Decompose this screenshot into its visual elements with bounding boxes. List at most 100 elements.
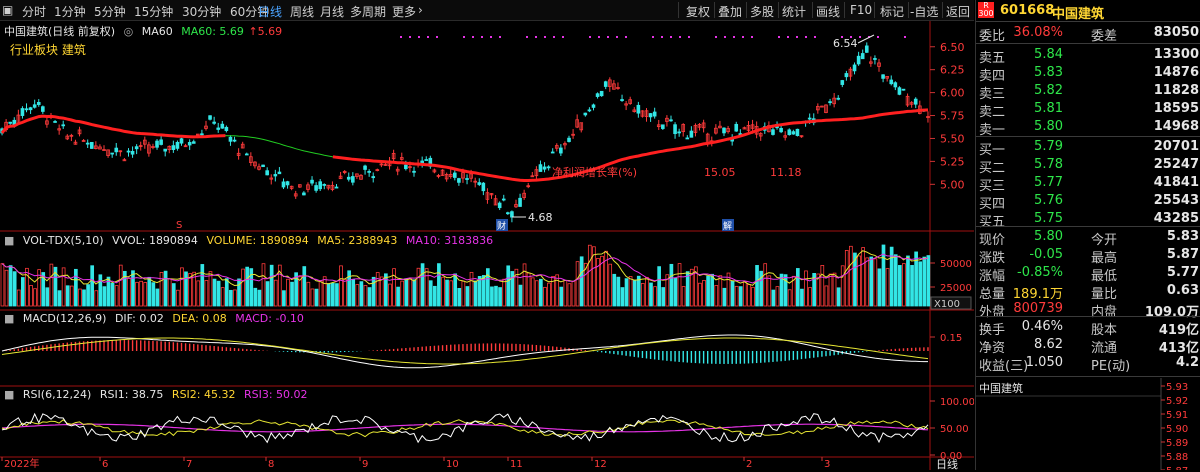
- mini-y-tick: 5.92: [1166, 396, 1188, 407]
- macd-panel-legend: ■ MACD(12,26,9) DIF: 0.02 DEA: 0.08 MACD…: [4, 312, 309, 325]
- high-price-label: 6.54: [833, 37, 858, 50]
- bid-level-row[interactable]: 买二 5.78 25247: [976, 156, 1200, 176]
- price-y-tick: 6.50: [940, 41, 965, 54]
- level-price: 5.78: [1034, 157, 1063, 172]
- level-volume: 41841: [1153, 175, 1199, 190]
- collapse-icon[interactable]: ■: [4, 388, 15, 401]
- stat-value: 8.62: [1034, 337, 1063, 352]
- stat-value: 5.80: [1034, 229, 1063, 244]
- period-tab-15min[interactable]: 15分钟: [134, 5, 174, 19]
- vol-panel-legend: ■ VOL-TDX(5,10) VVOL: 1890894 VOLUME: 18…: [4, 234, 498, 247]
- candles: [0, 42, 930, 223]
- bid-level-row[interactable]: 买四 5.76 25543: [976, 192, 1200, 212]
- ask-level-row[interactable]: 卖五 5.84 13300: [976, 46, 1200, 66]
- vol-y-tick: 25000: [940, 283, 972, 294]
- ask-level-row[interactable]: 卖一 5.80 14968: [976, 118, 1200, 138]
- level-price: 5.80: [1034, 119, 1063, 134]
- period-tab-more[interactable]: 更多: [392, 5, 417, 19]
- rsi2-value: RSI2: 45.32: [171, 388, 236, 401]
- stat-value: 189.1万: [1012, 287, 1063, 302]
- mark-button[interactable]: 标记: [880, 5, 905, 19]
- ask-level-row[interactable]: 卖三 5.82 11828: [976, 82, 1200, 102]
- volume-value: VOLUME: 1890894: [206, 234, 309, 247]
- toolbar-grid-icon[interactable]: ▣: [2, 3, 14, 17]
- dropdown-icon[interactable]: ◎: [123, 25, 134, 38]
- bottom-period-tab[interactable]: 日线: [936, 458, 958, 471]
- chart-canvas[interactable]: 6.50 6.25 6.00 5.75 5.50 5.25 5.00 6.54 4.68 净利润增…: [0, 21, 974, 470]
- stat-value: 5.87: [1166, 247, 1199, 262]
- adjust-button[interactable]: 复权: [686, 5, 711, 19]
- ma-label: MA60: [141, 25, 173, 38]
- r-badge: R 300: [978, 1, 994, 18]
- back-button[interactable]: 返回: [946, 5, 971, 19]
- sector-label: 行业板块 建筑: [10, 43, 86, 57]
- rsi-y-tick: 100.00: [940, 397, 974, 408]
- ask-level-row[interactable]: 卖二 5.81 18595: [976, 100, 1200, 120]
- x-axis-tick: 2: [746, 459, 752, 470]
- period-tab-multi[interactable]: 多周期: [350, 5, 387, 19]
- rsi1-value: RSI1: 38.75: [99, 388, 164, 401]
- period-tab-30min[interactable]: 30分钟: [182, 5, 222, 19]
- volume-bars: [0, 244, 931, 307]
- collapse-icon[interactable]: ■: [4, 312, 15, 325]
- macd-title: MACD(12,26,9): [22, 312, 107, 325]
- vol-unit-label: X100: [934, 299, 960, 310]
- mini-y-tick: 5.87: [1166, 466, 1188, 470]
- level-price: 5.79: [1034, 139, 1063, 154]
- bid-level-row[interactable]: 买三 5.77 41841: [976, 174, 1200, 194]
- main-panel-title: 中国建筑(日线 前复权): [4, 25, 116, 38]
- level-label: 卖一: [979, 123, 1006, 138]
- rsi-y-tick: 0.00: [940, 451, 962, 462]
- profit-growth-val1: 15.05: [704, 166, 736, 179]
- chevron-right-icon[interactable]: ›: [418, 3, 423, 17]
- stat-value: 0.46%: [1021, 319, 1063, 334]
- level-price: 5.75: [1034, 211, 1063, 226]
- quote-panel: R 300 601668 中国建筑 委比 36.08% 委差 83050 卖五 5.…: [975, 0, 1200, 470]
- draw-line-button[interactable]: 画线: [816, 5, 841, 19]
- stat-label: 净资: [979, 341, 1006, 356]
- x-axis-tick: 2022年: [4, 457, 39, 470]
- x-axis-tick: 7: [186, 459, 192, 470]
- level-price: 5.76: [1034, 193, 1063, 208]
- stock-name: 中国建筑: [1052, 7, 1105, 22]
- ma60-value: MA60: 5.69: [181, 25, 244, 38]
- mini-y-tick: 5.89: [1166, 438, 1188, 449]
- bid-level-row[interactable]: 买一 5.79 20701: [976, 138, 1200, 158]
- ask-level-row[interactable]: 卖四 5.83 14876: [976, 64, 1200, 84]
- level-label: 买一: [979, 143, 1006, 158]
- level-price: 5.83: [1034, 65, 1063, 80]
- macd-histogram: [5, 340, 929, 364]
- collapse-icon[interactable]: ■: [4, 234, 15, 247]
- x-axis-tick: 10: [446, 459, 459, 470]
- mini-chart-title: 中国建筑: [979, 382, 1023, 395]
- period-tab-1min[interactable]: 1分钟: [54, 5, 86, 19]
- level-volume: 14968: [1153, 119, 1199, 134]
- period-tab-daily[interactable]: 日线: [258, 5, 283, 19]
- statistics-button[interactable]: 统计: [782, 5, 807, 19]
- level-label: 买四: [979, 197, 1006, 212]
- period-tab-5min[interactable]: 5分钟: [94, 5, 126, 19]
- period-tab-monthly[interactable]: 月线: [320, 5, 345, 19]
- dea-value: DEA: 0.08: [172, 312, 227, 325]
- stat-row: 换手 0.46% 股本 419亿: [976, 318, 1200, 338]
- webi-row: 委比 36.08% 委差 83050: [979, 25, 1199, 44]
- x-axis-tick: 8: [268, 459, 274, 470]
- overlay-button[interactable]: 叠加: [718, 5, 743, 19]
- level-volume: 25247: [1153, 157, 1199, 172]
- period-tab-intraday[interactable]: 分时: [22, 5, 47, 19]
- mini-intraday-chart[interactable]: 5.93 5.92 5.91 5.90 5.89 5.88 5.87: [976, 378, 1200, 470]
- level-label: 买二: [979, 161, 1006, 176]
- level-volume: 20701: [1153, 139, 1199, 154]
- stat-row: 总量 189.1万 量比 0.63: [976, 282, 1200, 302]
- period-tab-60min[interactable]: 60分钟: [230, 5, 270, 19]
- watchlist-button[interactable]: -自选: [910, 5, 939, 19]
- kline-chart-area[interactable]: 6.50 6.25 6.00 5.75 5.50 5.25 5.00 6.54 4.68 净利润增…: [0, 21, 974, 471]
- stat-label: PE(动): [1091, 359, 1131, 374]
- period-tab-weekly[interactable]: 周线: [290, 5, 315, 19]
- rsi-panel-legend: ■ RSI(6,12,24) RSI1: 38.75 RSI2: 45.32 R…: [4, 388, 313, 401]
- stat-value: 4.2: [1175, 355, 1199, 370]
- stat-label: 今开: [1091, 233, 1118, 248]
- f10-button[interactable]: F10: [850, 3, 873, 17]
- profit-growth-val2: 11.18: [770, 166, 802, 179]
- multi-stock-button[interactable]: 多股: [750, 5, 775, 19]
